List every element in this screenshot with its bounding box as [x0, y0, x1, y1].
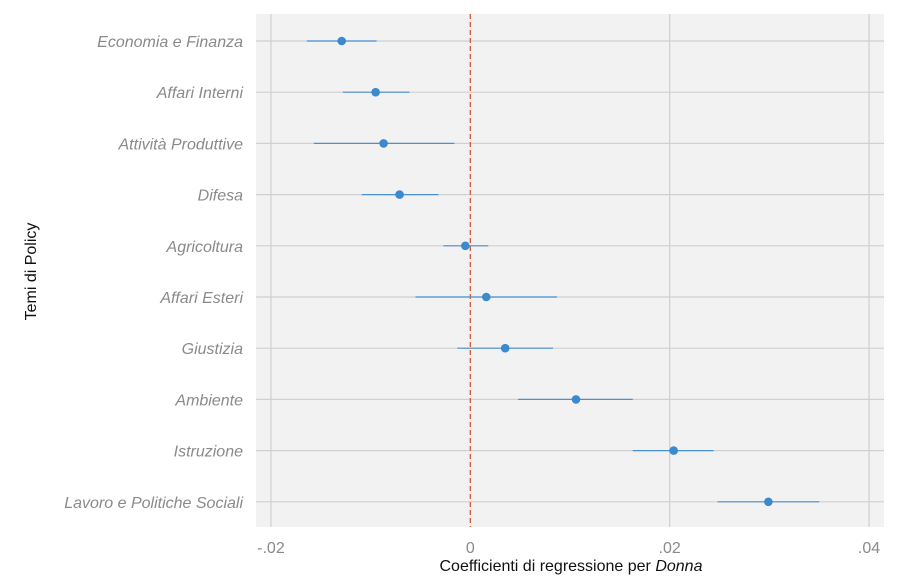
category-label: Ambiente — [174, 392, 243, 409]
x-axis-title-emphasis: Donna — [655, 558, 702, 575]
point-estimate — [669, 446, 678, 455]
category-label: Affari Interni — [156, 85, 244, 102]
x-axis-title: Coefficienti di regressione per Donna — [440, 558, 703, 575]
x-axis-title-prefix: Coefficienti di regressione per — [440, 558, 656, 575]
point-estimate — [481, 292, 491, 302]
x-tick-label: .04 — [858, 540, 880, 557]
x-tick-label: -.02 — [257, 540, 285, 557]
category-label: Affari Esteri — [159, 290, 243, 307]
x-tick-label: .02 — [659, 540, 681, 557]
category-label: Agricoltura — [166, 239, 244, 256]
point-estimate — [337, 36, 347, 46]
point-estimate — [461, 241, 470, 251]
point-estimate — [571, 395, 581, 404]
category-label: Lavoro e Politiche Sociali — [64, 495, 243, 512]
category-label: Attività Produttive — [118, 136, 244, 153]
y-axis-title: Temi di Policy — [23, 223, 40, 321]
category-label: Istruzione — [174, 444, 243, 461]
category-label: Giustizia — [182, 341, 243, 358]
marks-layer — [306, 36, 820, 507]
point-estimate — [395, 190, 404, 199]
point-estimate — [379, 139, 388, 148]
point-estimate — [764, 497, 773, 507]
plot-panel — [256, 14, 884, 527]
point-estimate — [500, 343, 510, 353]
x-tick-labels: -.02 0 .02 .04 — [257, 540, 880, 557]
category-label: Economia e Finanza — [97, 34, 243, 51]
point-estimate — [371, 87, 380, 97]
category-labels: Economia e Finanza Affari Interni Attività… — [64, 34, 243, 512]
x-tick-label: 0 — [466, 540, 475, 557]
category-label: Difesa — [198, 188, 243, 205]
